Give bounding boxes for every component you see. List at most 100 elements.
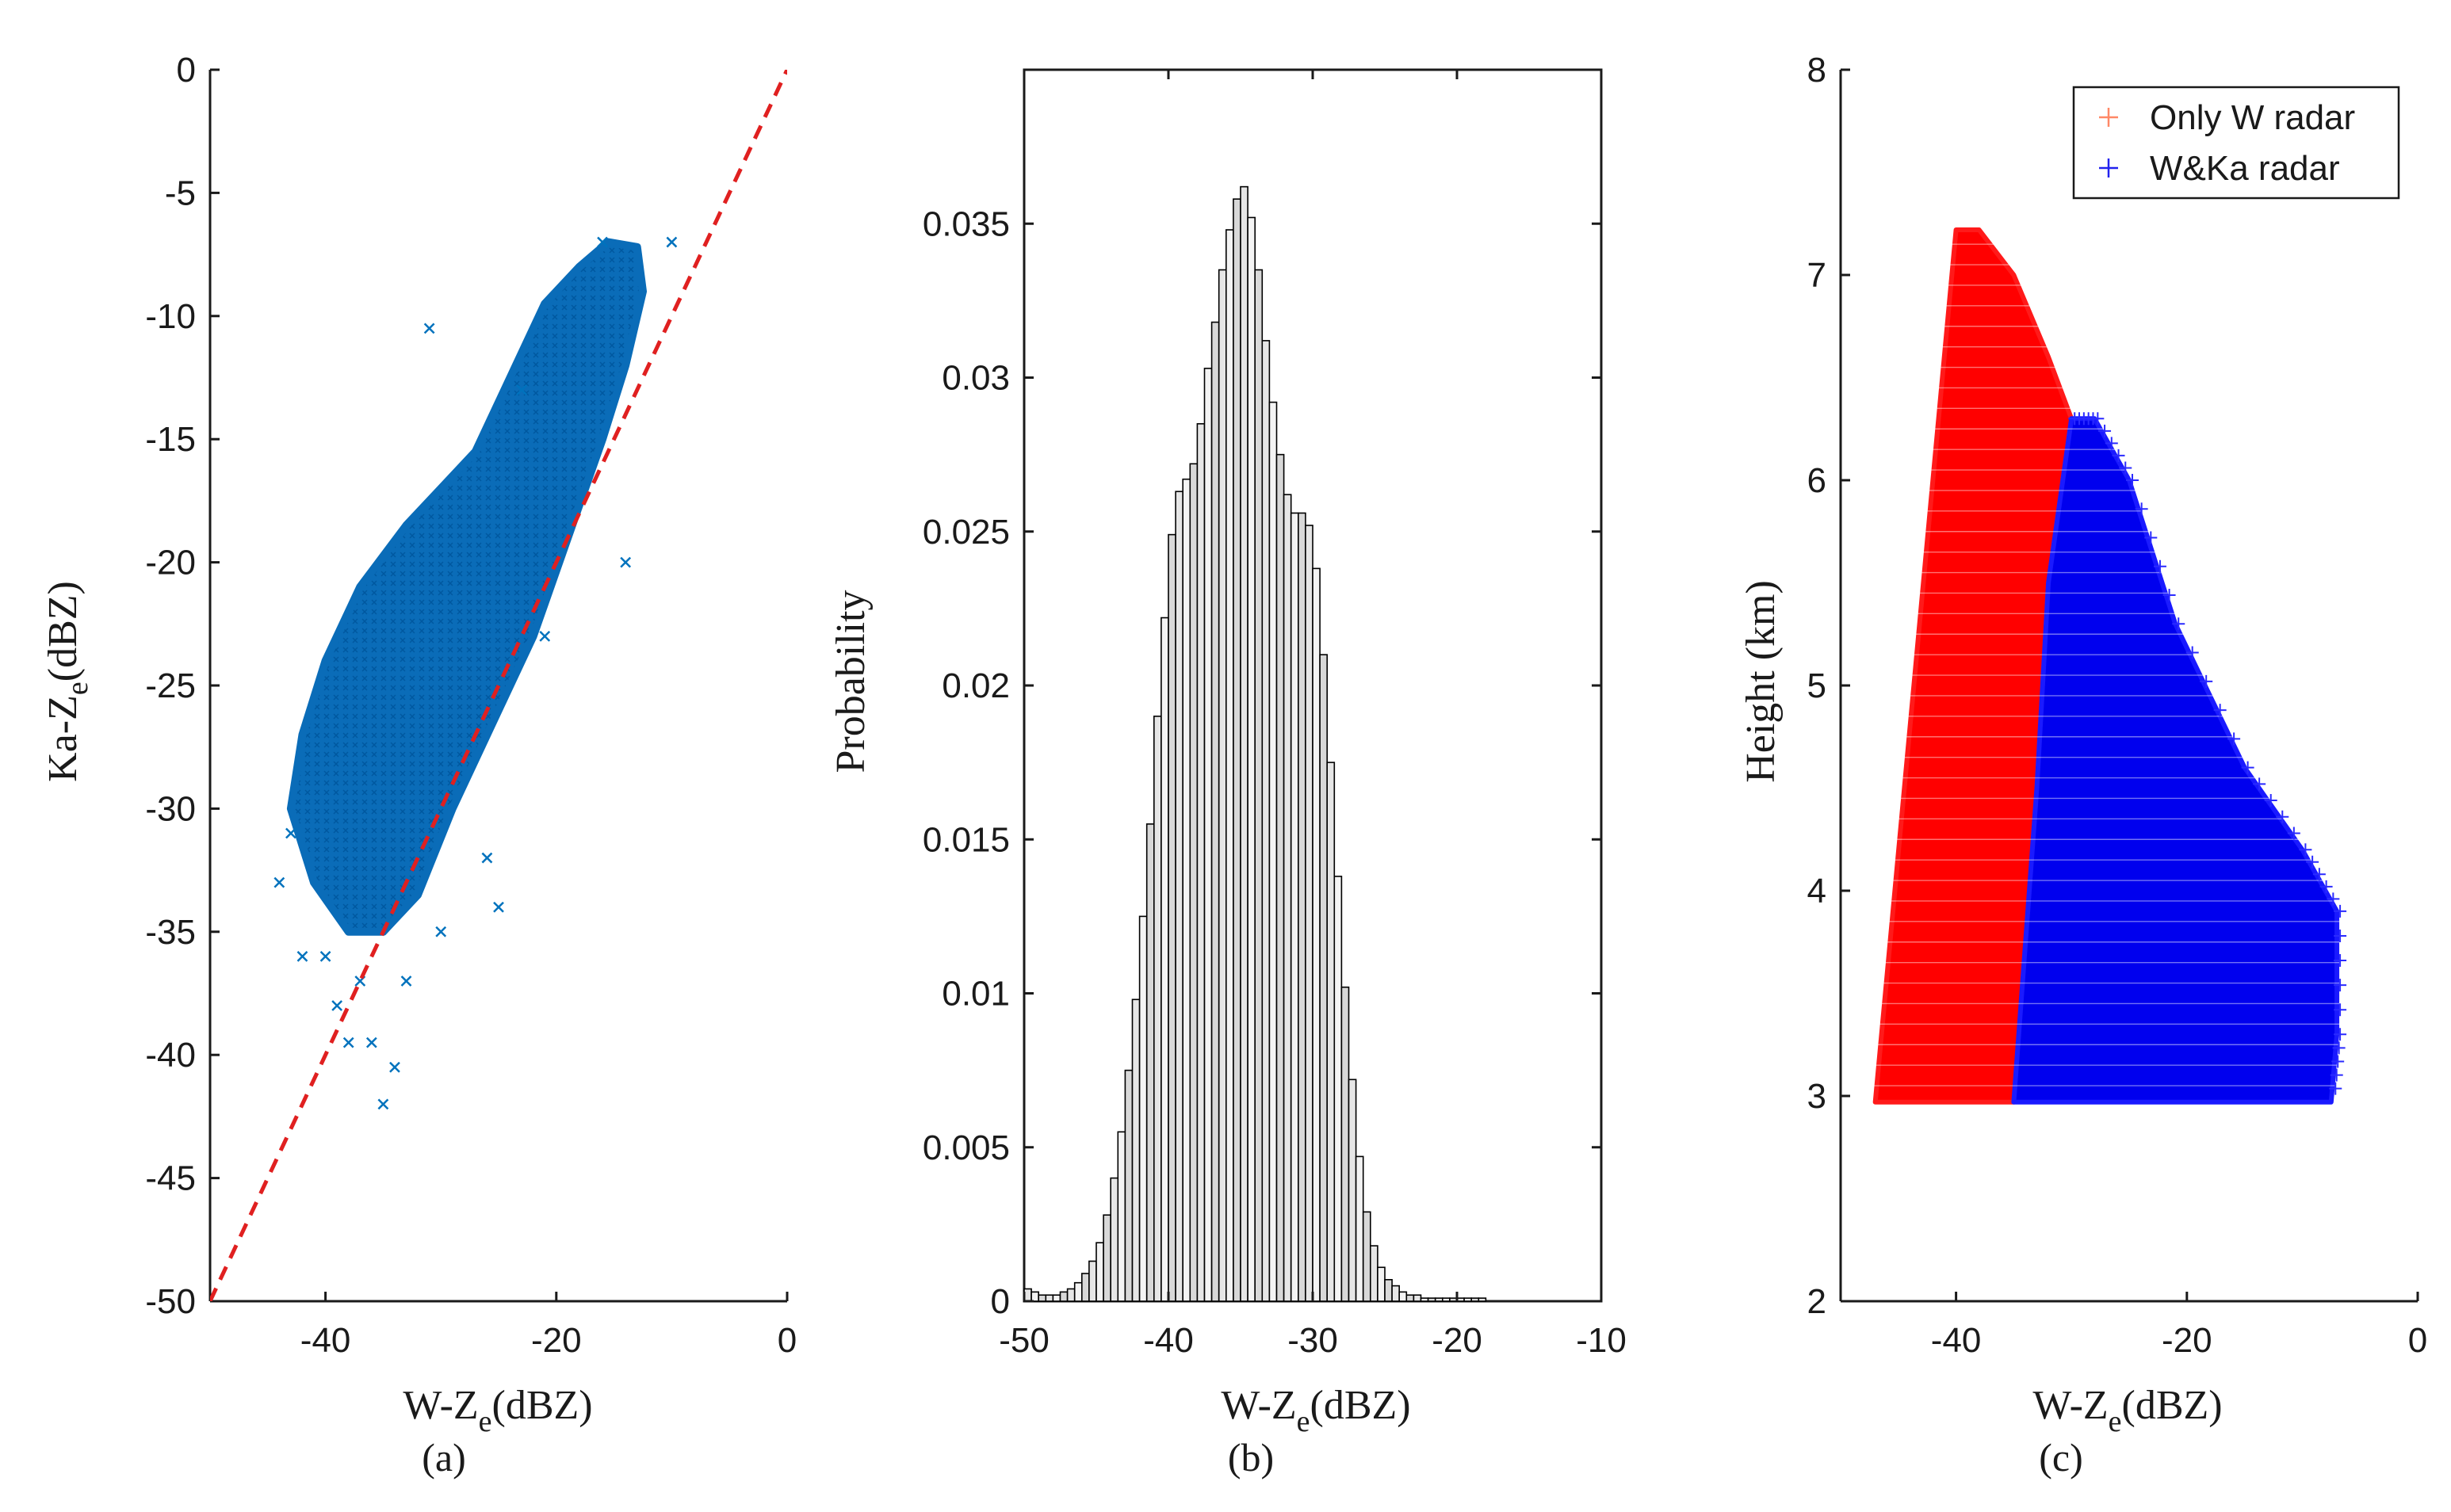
edge-plus-marker bbox=[2213, 704, 2227, 717]
histogram-bar bbox=[1045, 1294, 1054, 1302]
panel-b-x-ticks: -50 -40 -30 -20 -10 bbox=[999, 70, 1627, 1360]
histogram-bar bbox=[1210, 321, 1220, 1302]
histogram-bar bbox=[1478, 1297, 1487, 1302]
edge-plus-marker bbox=[2253, 777, 2266, 791]
panel-a-y-label: Ka-Ze(dBZ) bbox=[40, 581, 94, 782]
histogram-bar bbox=[1370, 1245, 1378, 1302]
edge-plus-marker bbox=[2299, 843, 2312, 857]
histogram-bar bbox=[1218, 269, 1227, 1302]
edge-plus-marker bbox=[2091, 412, 2105, 426]
legend-label-w-ka: W&Ka radar bbox=[2150, 149, 2340, 188]
histogram-bar bbox=[1160, 617, 1169, 1302]
histogram-bar bbox=[1275, 453, 1285, 1302]
histogram-bar bbox=[1175, 491, 1183, 1302]
outlier-point bbox=[400, 976, 412, 987]
edge-plus-marker bbox=[2332, 1041, 2346, 1055]
histogram-bar bbox=[1305, 525, 1313, 1302]
x-tick-label: -10 bbox=[1576, 1321, 1627, 1360]
histogram-bar bbox=[1145, 823, 1155, 1302]
histogram-bar bbox=[1038, 1294, 1047, 1302]
y-tick-label: 0.015 bbox=[923, 820, 1010, 859]
x-tick-label: 0 bbox=[778, 1321, 797, 1360]
panel-c-caption: (c) bbox=[2039, 1435, 2083, 1480]
histogram-bar bbox=[1138, 915, 1148, 1302]
legend-marker-w-ka bbox=[2099, 158, 2118, 178]
edge-plus-marker bbox=[2334, 929, 2347, 942]
y-tick-label: -5 bbox=[165, 174, 196, 212]
y-tick-label: 2 bbox=[1807, 1282, 1826, 1321]
histogram-bar bbox=[1340, 986, 1350, 1302]
edge-plus-marker bbox=[2126, 474, 2139, 487]
y-tick-label: -35 bbox=[145, 913, 196, 952]
panel-c-x-label: W-Ze(dBZ) bbox=[2032, 1383, 2222, 1438]
y-tick-label: 4 bbox=[1807, 872, 1826, 911]
y-tick-label: 0.03 bbox=[942, 359, 1010, 398]
outlier-point bbox=[273, 876, 285, 888]
histogram-bar bbox=[1189, 463, 1199, 1302]
histogram-bar bbox=[1283, 494, 1292, 1302]
edge-plus-marker bbox=[2334, 954, 2347, 968]
edge-plus-marker bbox=[2334, 904, 2347, 918]
histogram-bar bbox=[1326, 762, 1336, 1302]
y-tick-label: -30 bbox=[145, 789, 196, 828]
y-tick-label: 7 bbox=[1807, 256, 1826, 295]
outlier-point bbox=[319, 950, 331, 962]
x-tick-label: -50 bbox=[999, 1321, 1050, 1360]
histogram-bar bbox=[1442, 1297, 1451, 1302]
edge-plus-marker bbox=[2334, 1028, 2347, 1041]
x-tick-label: -40 bbox=[300, 1321, 351, 1360]
outlier-point bbox=[365, 1037, 377, 1048]
histogram-bar bbox=[1333, 876, 1343, 1302]
edge-plus-marker bbox=[2119, 461, 2132, 475]
outlier-point bbox=[377, 1098, 389, 1110]
histogram-bar bbox=[1059, 1291, 1069, 1302]
histogram-bar bbox=[1261, 340, 1271, 1302]
histogram-bar bbox=[1377, 1266, 1386, 1302]
histogram-bar bbox=[1182, 478, 1191, 1302]
histogram-bar bbox=[1081, 1273, 1090, 1302]
panel-b: 0 0.005 0.01 0.015 0.02 0.025 0.03 0.035 -50 -40… bbox=[828, 68, 1627, 1480]
histogram-bar bbox=[1463, 1297, 1472, 1302]
histogram-bar bbox=[1398, 1291, 1408, 1302]
panel-a-outliers bbox=[273, 236, 678, 1110]
y-tick-label: -45 bbox=[145, 1159, 196, 1198]
edge-plus-marker bbox=[2105, 437, 2118, 450]
legend-label-only-w: Only W radar bbox=[2150, 98, 2355, 137]
edge-plus-marker bbox=[2172, 617, 2185, 631]
histogram-bar bbox=[1226, 229, 1234, 1302]
outlier-point bbox=[666, 236, 678, 248]
histogram-bar bbox=[1405, 1294, 1415, 1302]
histogram-bar bbox=[1427, 1297, 1436, 1302]
y-tick-label: 0.01 bbox=[942, 975, 1010, 1014]
x-tick-label: -40 bbox=[1931, 1321, 1982, 1360]
histogram-bar bbox=[1110, 1177, 1119, 1302]
histogram-bar bbox=[1470, 1297, 1480, 1302]
edge-plus-marker bbox=[2312, 868, 2326, 881]
histogram-bar bbox=[1391, 1285, 1400, 1302]
x-tick-label: -20 bbox=[2162, 1321, 2212, 1360]
edge-plus-marker bbox=[2144, 531, 2158, 544]
y-tick-label: -25 bbox=[145, 666, 196, 705]
panel-b-y-ticks: 0 0.005 0.01 0.015 0.02 0.025 0.03 0.035 bbox=[923, 204, 1601, 1321]
histogram-bar bbox=[1384, 1279, 1393, 1302]
histogram-bar bbox=[1312, 567, 1321, 1302]
edge-plus-marker bbox=[2200, 674, 2213, 688]
edge-plus-marker bbox=[2329, 1082, 2342, 1095]
edge-plus-marker bbox=[2112, 449, 2125, 462]
histogram-bar bbox=[1298, 512, 1306, 1302]
panel-a-point-cloud bbox=[286, 238, 647, 936]
edge-plus-marker bbox=[2327, 892, 2340, 906]
histogram-bar bbox=[1420, 1297, 1429, 1302]
panel-b-y-label: Probability bbox=[828, 590, 874, 773]
histogram-bar bbox=[1348, 1079, 1357, 1302]
edge-plus-marker bbox=[2162, 589, 2176, 602]
outlier-point bbox=[539, 630, 551, 642]
histogram-bar bbox=[1131, 998, 1141, 1302]
outlier-point bbox=[423, 323, 435, 334]
panel-a-x-ticks: -40 -20 0 bbox=[300, 1292, 797, 1360]
panel-a-reference-line bbox=[210, 70, 787, 1301]
edge-plus-marker bbox=[2276, 810, 2289, 823]
outlier-point bbox=[285, 827, 296, 839]
panel-c-y-label: Height (km) bbox=[1738, 580, 1784, 783]
